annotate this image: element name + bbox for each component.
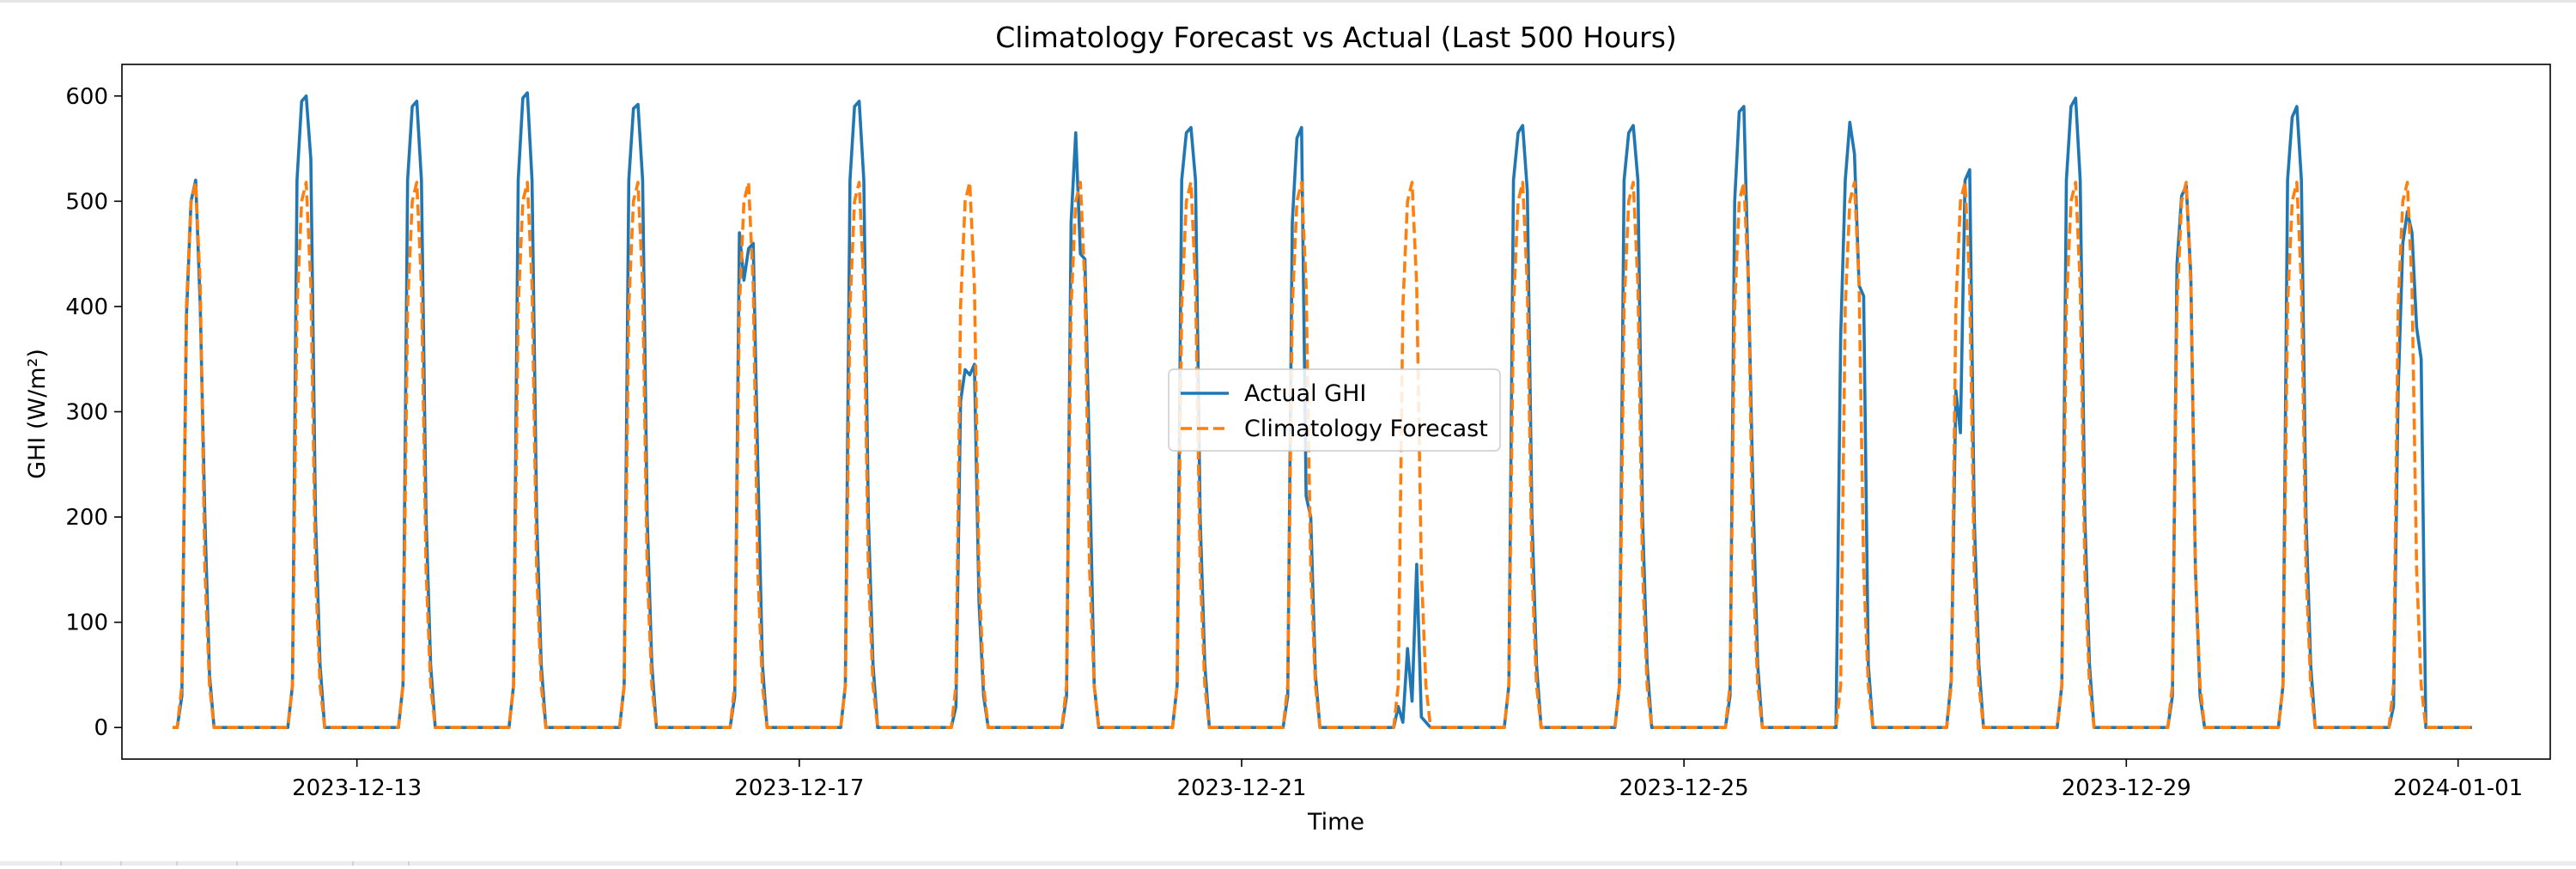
x-tick-label: 2023-12-17 (734, 775, 864, 801)
y-tick-label: 600 (65, 84, 108, 110)
x-tick-label: 2023-12-25 (1619, 775, 1749, 801)
series-line-climatology-forecast (173, 180, 2472, 729)
x-tick-label: 2023-12-21 (1176, 775, 1306, 801)
y-tick-label: 200 (65, 505, 108, 531)
y-tick-label: 300 (65, 400, 108, 426)
x-tick-label: 2023-12-29 (2062, 775, 2191, 801)
window-bottom-rule (0, 861, 2576, 866)
plot-area (173, 91, 2472, 729)
y-tick-label: 0 (94, 715, 108, 741)
legend-label-actual-ghi: Actual GHI (1244, 380, 1366, 407)
y-axis-label: GHI (W/m²) (24, 349, 51, 479)
legend: Actual GHI Climatology Forecast (1168, 368, 1501, 452)
chart-title: Climatology Forecast vs Actual (Last 500… (995, 21, 1677, 54)
x-tick-label: 2023-12-13 (292, 775, 422, 801)
x-tick-label: 2024-01-01 (2393, 775, 2523, 801)
legend-label-climatology-forecast: Climatology Forecast (1244, 416, 1488, 442)
window-top-rule (0, 0, 2576, 3)
y-tick-label: 500 (65, 189, 108, 215)
x-axis-label: Time (1307, 809, 1364, 836)
y-tick-label: 400 (65, 295, 108, 320)
tick-layer: 0 100 200 300 400 500 600 2023-12-13 2023-12-17 2… (65, 84, 2523, 801)
y-tick-label: 100 (65, 611, 108, 636)
legend-box (1168, 368, 1501, 452)
